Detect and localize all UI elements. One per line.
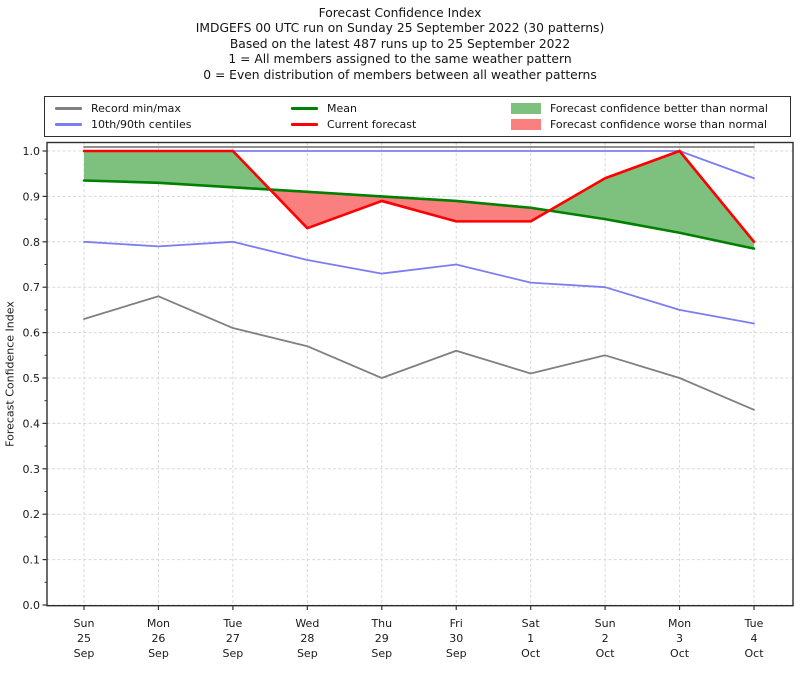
chart-subtitle-based: Based on the latest 487 runs up to 25 Se… (229, 36, 571, 51)
svg-text:1.0: 1.0 (23, 145, 41, 158)
y-tick-labels: 0.0 0.1 0.2 0.3 0.4 0.5 0.6 0.7 0.8 0.9 1.0 (23, 145, 41, 612)
chart-note-zero: 0 = Even distribution of members between… (203, 67, 597, 82)
legend-column-lines: Mean Current forecast (291, 97, 416, 136)
legend-item-centiles: 10th/90th centiles (55, 117, 191, 132)
svg-text:0.1: 0.1 (23, 554, 41, 567)
svg-text:27: 27 (226, 632, 240, 645)
chart-subtitle-run: IMDGEFS 00 UTC run on Sunday 25 Septembe… (195, 21, 605, 36)
legend-item-worse-than-normal: Forecast confidence worse than normal (511, 117, 768, 132)
svg-text:0.3: 0.3 (23, 463, 41, 476)
svg-text:Sep: Sep (446, 647, 467, 660)
svg-text:Sat: Sat (522, 617, 541, 630)
svg-text:26: 26 (151, 632, 165, 645)
svg-text:0.0: 0.0 (23, 599, 41, 612)
current-forecast-line-swatch (291, 123, 318, 126)
svg-text:30: 30 (449, 632, 463, 645)
svg-text:Sun: Sun (595, 617, 616, 630)
legend-label: Mean (327, 102, 357, 115)
centiles-line-swatch (55, 123, 82, 126)
svg-text:Fri: Fri (450, 617, 463, 630)
svg-text:Wed: Wed (295, 617, 319, 630)
current-forecast-line (82, 149, 756, 244)
svg-text:Sep: Sep (297, 647, 318, 660)
svg-text:Thu: Thu (370, 617, 392, 630)
record-minmax-line-swatch (55, 107, 82, 110)
legend-label: Forecast confidence worse than normal (550, 118, 768, 131)
y-axis-label: Forecast Confidence Index (4, 301, 17, 447)
legend-item-better-than-normal: Forecast confidence better than normal (511, 101, 768, 116)
svg-text:2: 2 (602, 632, 609, 645)
svg-text:Tue: Tue (222, 617, 242, 630)
svg-text:0.7: 0.7 (23, 281, 41, 294)
svg-text:Oct: Oct (596, 647, 616, 660)
svg-text:0.8: 0.8 (23, 236, 41, 249)
svg-text:0.2: 0.2 (23, 508, 41, 521)
fill-worse-than-normal (270, 189, 550, 229)
svg-text:Sep: Sep (371, 647, 392, 660)
chart-title: Forecast Confidence Index (318, 6, 482, 20)
record-min-line (83, 295, 755, 411)
legend-label: Record min/max (91, 102, 181, 115)
svg-text:Mon: Mon (668, 617, 691, 630)
svg-text:3: 3 (676, 632, 683, 645)
chart-note-one: 1 = All members assigned to the same wea… (228, 52, 572, 67)
svg-text:Sep: Sep (74, 647, 95, 660)
x-tick-labels: Sun 25 Sep Mon 26 Sep Tue 27 Sep Wed 28 Sep Thu 29 Sep… (74, 617, 765, 660)
legend-item-mean: Mean (291, 101, 416, 116)
plot-frame (46, 141, 794, 607)
legend-label: Forecast confidence better than normal (550, 102, 768, 115)
legend-item-current-forecast: Current forecast (291, 117, 416, 132)
legend-column-extremes: Record min/max 10th/90th centiles (55, 97, 191, 136)
svg-text:1: 1 (527, 632, 534, 645)
worse-fill-swatch (511, 119, 541, 130)
svg-text:Oct: Oct (521, 647, 541, 660)
legend-item-record-minmax: Record min/max (55, 101, 191, 116)
chart-title-block: Forecast Confidence Index IMDGEFS 00 UTC… (0, 6, 800, 83)
axis-ticks (42, 150, 755, 610)
better-fill-swatch (511, 103, 541, 114)
svg-text:Oct: Oct (744, 647, 764, 660)
svg-text:0.4: 0.4 (23, 417, 41, 430)
svg-text:Oct: Oct (670, 647, 690, 660)
10th-centile-line (83, 240, 755, 325)
svg-text:29: 29 (375, 632, 389, 645)
svg-text:25: 25 (77, 632, 91, 645)
svg-text:Tue: Tue (744, 617, 764, 630)
legend-column-fills: Forecast confidence better than normal F… (511, 97, 768, 136)
legend-label: 10th/90th centiles (91, 118, 192, 131)
mean-line (82, 179, 756, 250)
svg-text:Sep: Sep (223, 647, 244, 660)
svg-text:0.5: 0.5 (23, 372, 41, 385)
legend: Record min/max 10th/90th centiles Mean C… (44, 96, 791, 137)
svg-text:Sun: Sun (74, 617, 95, 630)
svg-text:28: 28 (300, 632, 314, 645)
legend-label: Current forecast (327, 118, 417, 131)
svg-text:0.6: 0.6 (23, 327, 41, 340)
svg-text:Sep: Sep (148, 647, 169, 660)
mean-line-swatch (291, 107, 318, 110)
fill-better-than-normal (84, 151, 754, 249)
svg-text:4: 4 (751, 632, 758, 645)
svg-text:0.9: 0.9 (23, 190, 41, 203)
svg-text:Mon: Mon (147, 617, 170, 630)
